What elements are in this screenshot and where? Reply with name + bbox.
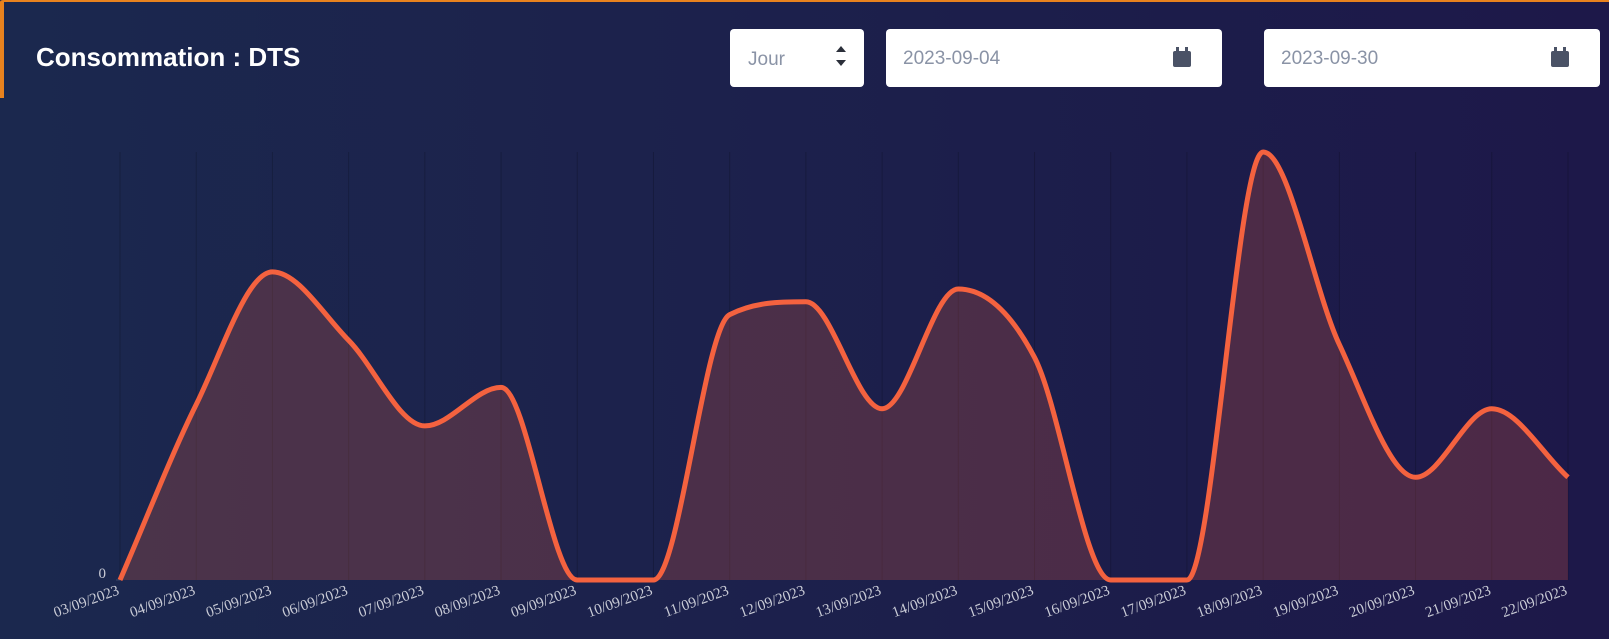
period-select[interactable]: Jour [730, 29, 864, 87]
date-value: 2023-09-04 [903, 48, 1001, 69]
select-arrow-down [836, 60, 846, 66]
select-box[interactable] [730, 29, 864, 87]
calendar-icon[interactable] [1551, 47, 1569, 67]
date-value: 2023-09-30 [1281, 48, 1378, 69]
select-arrow-up [836, 46, 846, 52]
end-date-input[interactable]: 2023-09-30 [1264, 29, 1600, 87]
calendar-icon[interactable] [1173, 47, 1191, 67]
date-box[interactable] [886, 29, 1222, 87]
start-date-input[interactable]: 2023-09-04 [886, 29, 1222, 87]
y-tick-label: 0 [99, 566, 107, 582]
date-box[interactable] [1264, 29, 1600, 87]
line [117, 149, 1570, 583]
select-value: Jour [748, 49, 786, 70]
chart-title: Consommation : DTS [36, 42, 300, 72]
area [120, 152, 1568, 580]
